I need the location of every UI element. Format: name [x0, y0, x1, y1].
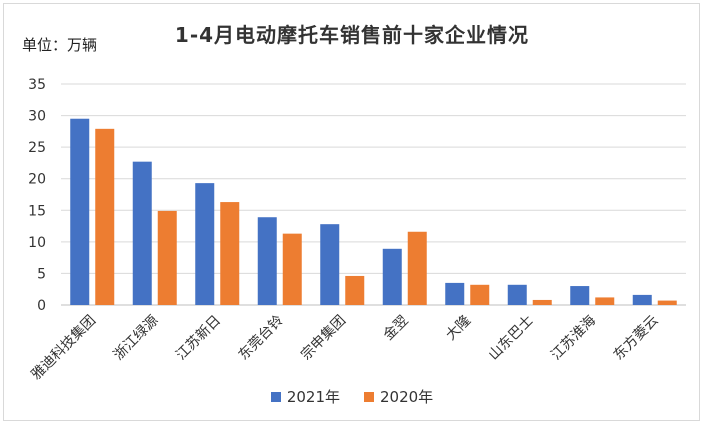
x-tick-label: 金翌 [380, 313, 411, 344]
legend-item-2021: 2021年 [270, 386, 340, 407]
y-tick-label: 5 [37, 266, 46, 282]
bar-2020 [595, 297, 615, 305]
x-tick-label: 大隆 [443, 313, 474, 344]
x-tick-label: 江苏淮海 [548, 313, 599, 364]
bar-2020 [470, 284, 490, 305]
legend-swatch-2020 [364, 391, 374, 402]
y-tick-label: 15 [28, 203, 46, 219]
legend-label-2021: 2021年 [286, 388, 340, 406]
y-tick-label: 35 [28, 77, 46, 93]
bar-2021 [195, 183, 215, 305]
bar-2021 [632, 294, 652, 305]
bar-2021 [70, 118, 90, 305]
legend-swatch-2021 [270, 391, 281, 402]
bar-2020 [95, 128, 115, 305]
bar-2021 [320, 224, 340, 305]
x-tick-label: 浙江绿源 [111, 313, 162, 364]
bar-2020 [282, 233, 302, 305]
y-tick-label: 25 [28, 140, 46, 156]
bar-2021 [257, 217, 277, 305]
chart-frame [3, 3, 700, 421]
legend-label-2020: 2020年 [380, 388, 434, 406]
x-tick-label: 雅迪科技集团 [28, 312, 99, 383]
legend: 2021年 2020年 [0, 386, 704, 407]
x-tick-label: 东方菱云 [611, 313, 662, 364]
y-tick-label: 20 [28, 172, 46, 188]
bar-2021 [445, 282, 465, 305]
bar-2021 [570, 286, 590, 305]
bar-2021 [507, 284, 527, 305]
bar-2020 [532, 299, 552, 305]
y-tick-label: 0 [37, 298, 46, 314]
chart-title: 1-4月电动摩托车销售前十家企业情况 [174, 23, 530, 47]
y-axis: 0 5 10 15 20 25 30 35 [28, 77, 46, 314]
x-tick-label: 山东巴士 [486, 313, 537, 364]
bar-2020 [657, 300, 677, 305]
bar-2020 [220, 202, 240, 305]
unit-label: 单位：万辆 [22, 36, 98, 54]
x-tick-label: 宗申集团 [297, 312, 349, 364]
y-tick-label: 30 [28, 109, 46, 125]
x-tick-label: 东莞台铃 [236, 313, 287, 364]
bars [70, 118, 677, 305]
x-axis: 雅迪科技集团 浙江绿源 江苏新日 东莞台铃 宗申集团 金翌 大隆 山东巴士 江苏淮海 东方菱云 [28, 312, 662, 383]
y-tick-label: 10 [28, 235, 46, 251]
x-tick-label: 江苏新日 [173, 313, 224, 364]
bar-2021 [132, 161, 152, 305]
bar-2020 [407, 231, 427, 305]
legend-item-2020: 2020年 [364, 386, 433, 407]
bar-2020 [157, 210, 177, 305]
gridlines [61, 83, 686, 306]
bar-2020 [345, 275, 365, 305]
bar-2021 [382, 248, 402, 305]
